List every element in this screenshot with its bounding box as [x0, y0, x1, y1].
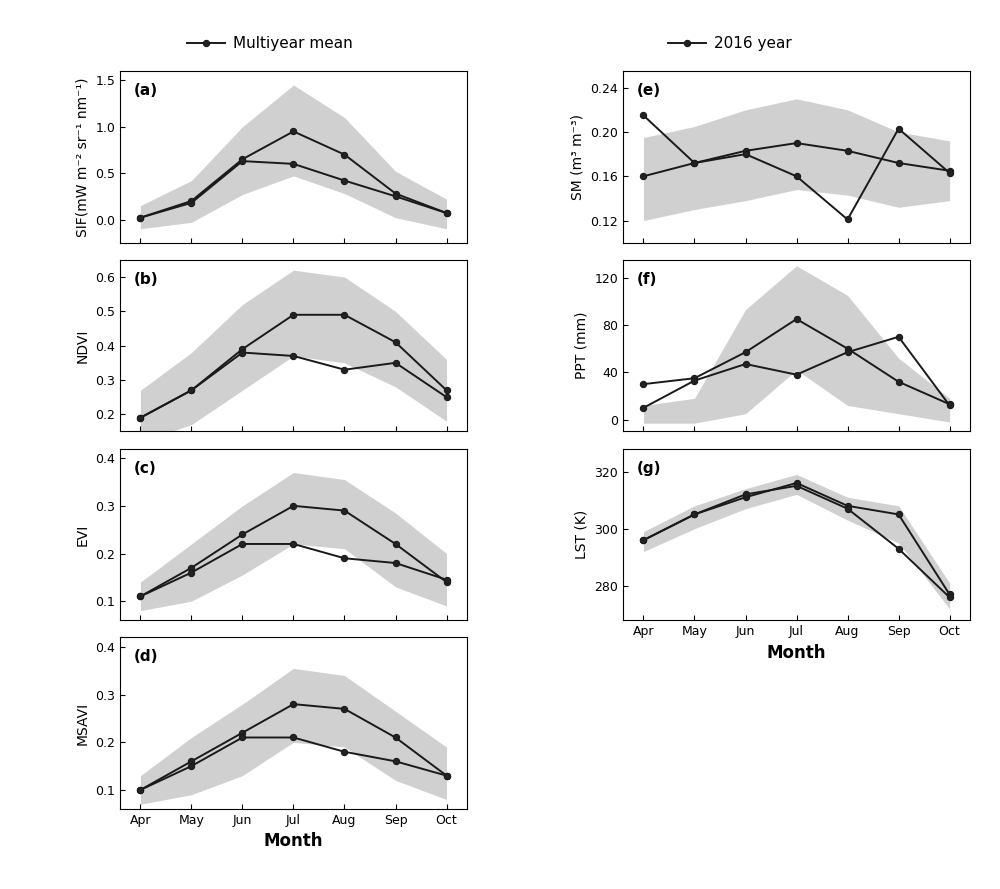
Y-axis label: PPT (mm): PPT (mm)	[575, 312, 589, 380]
Text: (c): (c)	[134, 461, 157, 476]
Text: (f): (f)	[637, 272, 657, 287]
Text: (b): (b)	[134, 272, 159, 287]
Y-axis label: MSAVI: MSAVI	[76, 701, 90, 745]
Text: (d): (d)	[134, 649, 158, 664]
Text: (e): (e)	[637, 84, 661, 98]
X-axis label: Month: Month	[264, 832, 323, 851]
Text: (g): (g)	[637, 461, 661, 476]
Legend: Multiyear mean: Multiyear mean	[181, 30, 359, 57]
Y-axis label: SIF(mW m⁻² sr⁻¹ nm⁻¹): SIF(mW m⁻² sr⁻¹ nm⁻¹)	[76, 77, 90, 236]
Y-axis label: EVI: EVI	[76, 524, 90, 546]
X-axis label: Month: Month	[767, 644, 826, 661]
Text: (a): (a)	[134, 84, 158, 98]
Y-axis label: LST (K): LST (K)	[575, 509, 589, 559]
Y-axis label: SM (m³ m⁻³): SM (m³ m⁻³)	[571, 114, 585, 200]
Y-axis label: NDVI: NDVI	[76, 329, 90, 363]
Legend: 2016 year: 2016 year	[662, 30, 798, 57]
